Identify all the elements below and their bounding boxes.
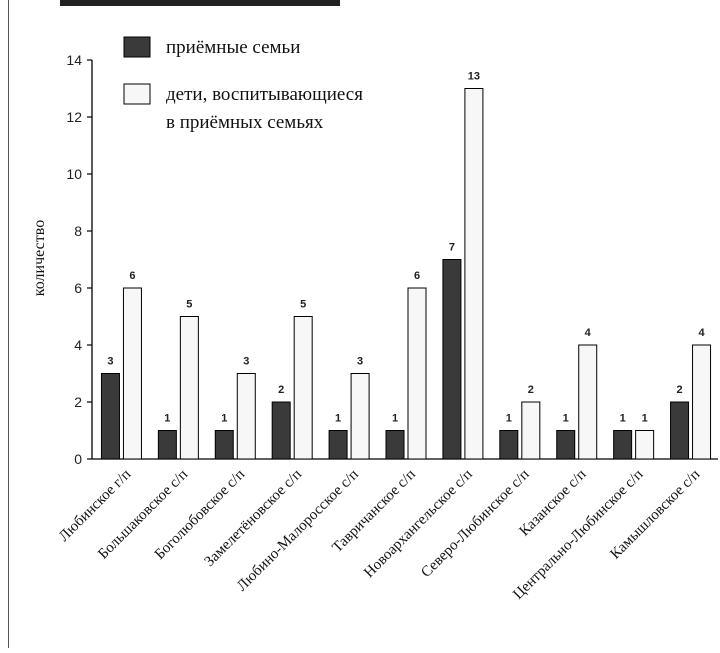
legend-swatch-children: [123, 83, 151, 105]
data-label-foster-families: 1: [506, 413, 512, 425]
cropped-title-fragment: [60, 0, 340, 6]
data-label-children: 5: [300, 299, 306, 311]
legend: приёмные семьи дети, воспитывающиеся в при…: [123, 36, 363, 133]
data-label-children: 4: [585, 327, 592, 339]
legend-label-foster-families: приёмные семьи: [166, 37, 300, 58]
x-tick-label: Северо-Любинское с/п: [418, 467, 532, 581]
bar-foster-families: [499, 430, 519, 460]
data-label-children: 6: [129, 270, 135, 282]
bar-children-in-foster-families: [407, 287, 427, 460]
x-tick-label: Замелетёновское с/п: [202, 467, 305, 570]
data-label-foster-families: 1: [335, 413, 341, 425]
bar-foster-families: [214, 430, 234, 460]
data-label-children: 2: [528, 384, 534, 396]
frame-border: [8, 0, 9, 648]
bar-children-in-foster-families: [293, 316, 313, 460]
y-tick-label: 4: [74, 337, 82, 353]
data-label-foster-families: 1: [392, 413, 398, 425]
legend-label-children-line2: в приёмных семьях: [166, 112, 324, 133]
bar-foster-families: [328, 430, 348, 460]
x-tick-label: Новоархангельское с/п: [361, 467, 476, 582]
bar-children-in-foster-families: [179, 316, 199, 460]
data-label-children: 6: [414, 270, 420, 282]
y-tick-label: 12: [66, 109, 82, 125]
data-label-foster-families: 1: [620, 413, 626, 425]
bar-children-in-foster-families: [692, 344, 712, 460]
bar-foster-families: [385, 430, 405, 460]
bar-foster-families: [157, 430, 177, 460]
data-label-foster-families: 1: [563, 413, 569, 425]
bar-foster-families: [100, 373, 120, 460]
y-tick-label: 10: [66, 166, 82, 182]
bar-foster-families: [442, 259, 462, 460]
bar-foster-families: [670, 401, 690, 460]
data-label-children: 3: [243, 356, 249, 368]
data-label-children: 13: [468, 71, 480, 83]
data-label-foster-families: 3: [107, 356, 113, 368]
y-tick-label: 0: [74, 451, 82, 467]
y-tick-label: 6: [74, 280, 82, 296]
legend-swatch-foster-families: [123, 36, 151, 58]
data-label-foster-families: 7: [449, 242, 455, 254]
legend-label-children-line1: дети, воспитывающиеся: [166, 84, 363, 105]
bar-children-in-foster-families: [635, 430, 655, 460]
data-label-foster-families: 2: [278, 384, 284, 396]
bar-children-in-foster-families: [236, 373, 256, 460]
y-tick-label: 8: [74, 223, 82, 239]
y-axis-label: количество: [31, 220, 48, 296]
bar-foster-families: [613, 430, 633, 460]
y-tick-label: 2: [74, 394, 82, 410]
bar-foster-families: [556, 430, 576, 460]
data-label-foster-families: 1: [164, 413, 170, 425]
bar-children-in-foster-families: [578, 344, 598, 460]
data-label-children: 3: [357, 356, 363, 368]
bar-foster-families: [271, 401, 291, 460]
data-label-foster-families: 1: [221, 413, 227, 425]
y-tick-label: 14: [66, 52, 82, 68]
data-label-foster-families: 2: [676, 384, 682, 396]
data-label-children: 1: [642, 413, 648, 425]
data-label-children: 4: [698, 327, 705, 339]
bar-children-in-foster-families: [521, 401, 541, 460]
bar-children-in-foster-families: [122, 287, 142, 460]
data-label-children: 5: [186, 299, 192, 311]
bar-children-in-foster-families: [350, 373, 370, 460]
bar-children-in-foster-families: [464, 88, 484, 460]
